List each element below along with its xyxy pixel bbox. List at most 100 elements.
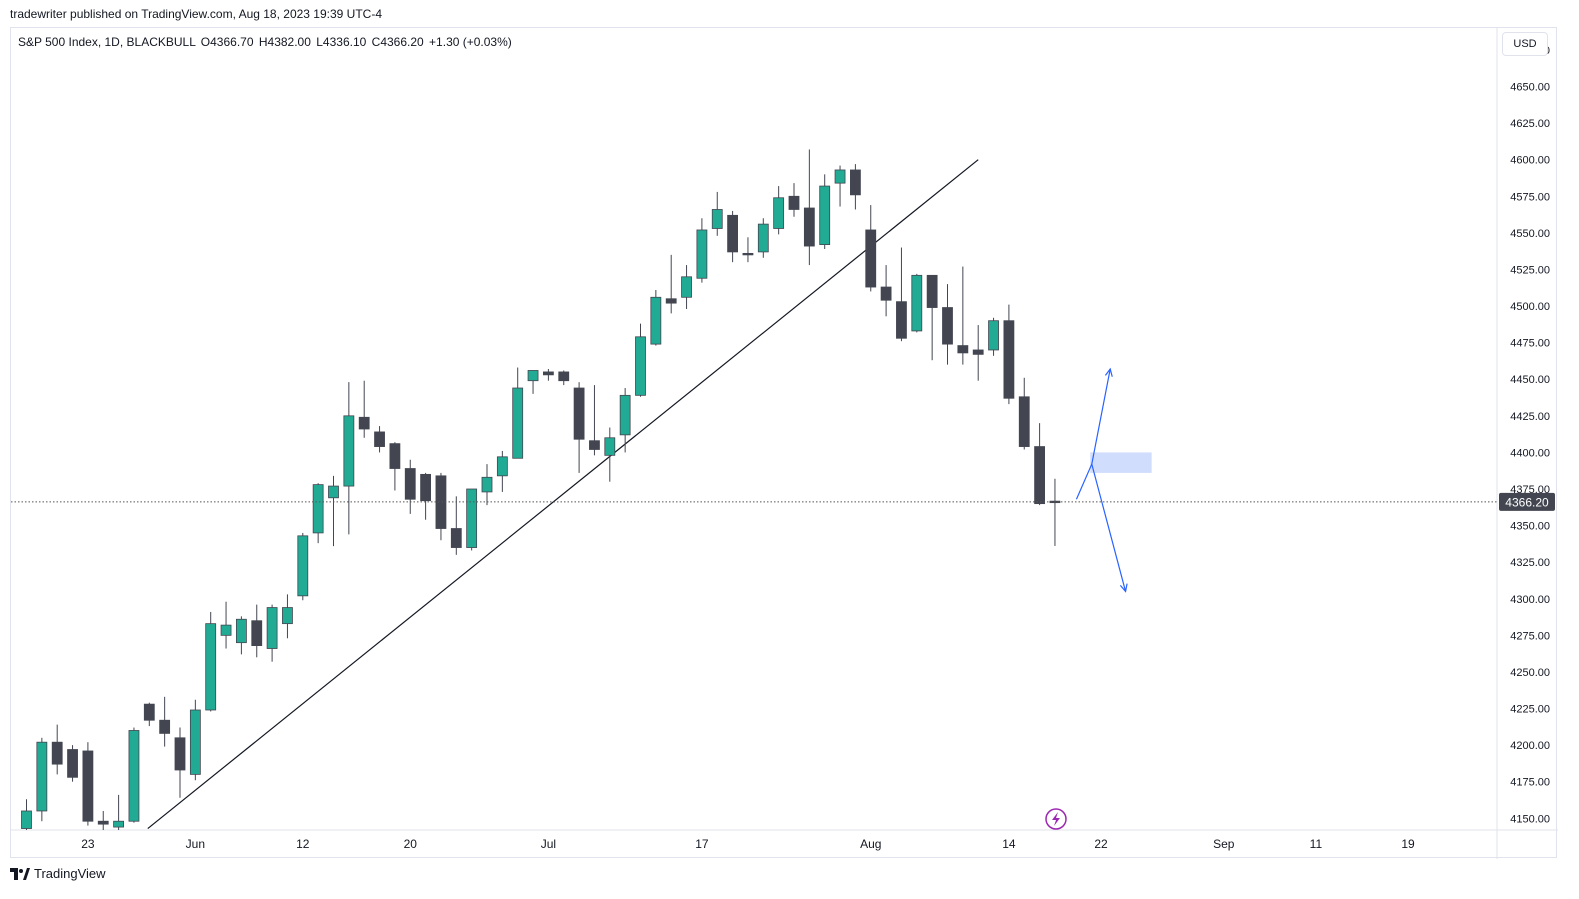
candle[interactable] [727,210,738,263]
candle[interactable] [36,737,48,822]
candle-body-up [635,336,646,396]
candle[interactable] [988,317,999,356]
candle[interactable] [220,601,232,649]
candle[interactable] [543,368,554,381]
candle[interactable] [450,496,462,555]
time-tick-label: Jul [541,837,556,851]
candle-body-down [788,195,800,210]
candle[interactable] [266,604,278,662]
candle[interactable] [527,370,539,394]
candlestick-chart[interactable]: 4150.00 4175.00 4200.00 4225.00 4250.00 4275.… [11,28,1558,859]
candle[interactable] [681,265,692,309]
candle-body-down [942,307,953,345]
candle[interactable] [942,284,953,365]
candle[interactable] [205,611,217,712]
candle[interactable] [896,247,907,342]
candle[interactable] [374,426,385,453]
candle[interactable] [573,382,585,473]
candle[interactable] [435,472,447,541]
candle[interactable] [235,616,247,655]
resistance-zone[interactable] [1090,452,1152,473]
candle[interactable] [143,702,155,727]
candle[interactable] [389,442,401,491]
candle[interactable] [481,464,493,506]
candle[interactable] [404,459,416,514]
last-price-badge[interactable] [1499,492,1555,511]
price-tick-label: 4575.00 [1510,191,1550,203]
candle-body-down [972,349,984,355]
candle-body-down [742,252,754,256]
candle-body-down [558,371,570,382]
price-tick-label: 4275.00 [1510,630,1550,642]
candle[interactable] [834,165,846,207]
candle[interactable] [159,696,171,747]
candle[interactable] [1049,478,1061,546]
candle-body-up [834,169,846,184]
candle[interactable] [21,799,32,833]
candle[interactable] [466,488,478,551]
alert-marker[interactable] [1045,808,1067,830]
candle[interactable] [773,186,785,235]
candle[interactable] [696,218,708,283]
candle[interactable] [589,385,600,456]
chart-frame[interactable]: 4150.00 4175.00 4200.00 4225.00 4250.00 4275.… [10,27,1558,859]
candle-body-down [82,750,94,822]
candle[interactable] [972,325,984,381]
candle[interactable] [128,727,140,823]
candle-body-down [1018,396,1030,447]
candle[interactable] [174,727,186,798]
candle[interactable] [742,237,754,263]
candle[interactable] [803,149,815,266]
candle-body-down [850,169,861,196]
candle[interactable] [880,265,892,317]
candle[interactable] [496,450,508,492]
candle[interactable] [82,742,94,826]
candle[interactable] [420,472,432,520]
trendline[interactable] [147,159,979,830]
footer-brand[interactable]: TradingView [34,866,106,881]
candle[interactable] [711,191,723,236]
symbol-name[interactable]: S&P 500 Index, 1D, BLACKBULL [18,35,196,49]
price-tick-label: 4625.00 [1510,118,1550,130]
candle[interactable] [97,810,109,833]
candle[interactable] [788,183,800,217]
projection-arrow-up[interactable] [1075,368,1111,500]
candle[interactable] [1034,423,1045,506]
candle[interactable] [850,164,861,210]
time-tick-label: 23 [81,837,95,851]
projection-arrow-down[interactable] [1091,463,1127,592]
candle[interactable] [312,483,324,544]
candle[interactable] [604,427,616,482]
candle[interactable] [512,367,524,459]
candle[interactable] [558,370,570,386]
candle[interactable] [67,745,78,782]
candle[interactable] [926,274,938,361]
candle[interactable] [650,289,662,346]
candle[interactable] [635,323,646,397]
candle[interactable] [819,174,831,249]
candle[interactable] [328,475,339,547]
candle[interactable] [51,724,63,775]
candle[interactable] [343,382,355,535]
candle[interactable] [619,388,631,453]
currency-button[interactable]: USD [1502,32,1548,56]
candle[interactable] [113,794,124,833]
candle[interactable] [957,266,969,365]
low-value: L4336.10 [316,35,367,49]
candle[interactable] [358,380,370,438]
candle[interactable] [865,205,877,292]
candle[interactable] [251,604,263,658]
candle-body-up [113,820,124,828]
candle-body-up [773,197,785,229]
candle[interactable] [297,532,309,601]
candle[interactable] [189,699,201,781]
price-tick-label: 4325.00 [1510,557,1550,569]
candle[interactable] [1003,304,1015,405]
candle-body-up [297,535,309,597]
candle[interactable] [757,218,769,258]
candle[interactable] [1018,377,1030,450]
candle[interactable] [282,594,293,639]
candle[interactable] [911,273,923,333]
price-tick-label: 4175.00 [1510,777,1550,789]
candle[interactable] [665,254,677,314]
